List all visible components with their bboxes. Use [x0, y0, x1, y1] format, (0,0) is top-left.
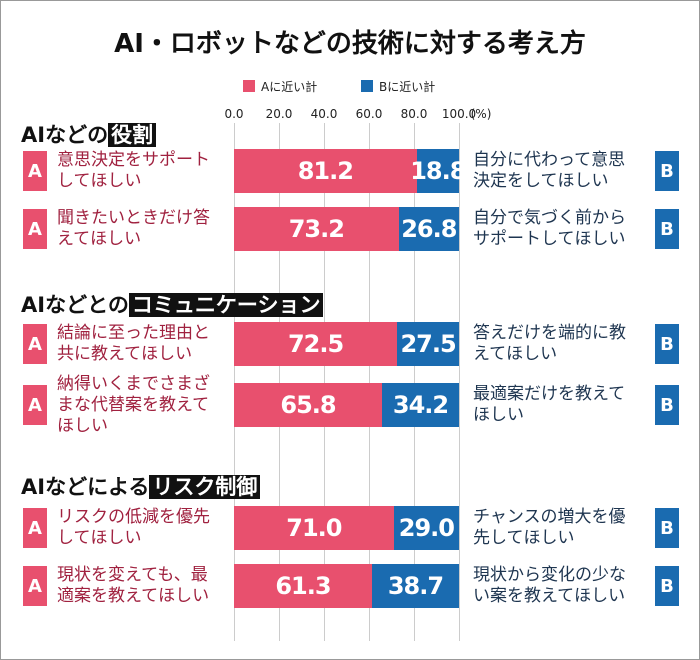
a-label: 現状を変えても、最適案を教えてほしい [57, 565, 210, 606]
group-heading: AIなどによる リスク制御 [21, 471, 261, 501]
badge-b: B [655, 209, 679, 249]
b-label: 最適案だけを教えてほしい [473, 384, 626, 425]
value-label: 65.8 [280, 391, 336, 419]
x-tick-label: 100.0 [441, 107, 477, 121]
value-label: 73.2 [288, 215, 345, 243]
bar-segment: 34.2 [382, 383, 459, 427]
badge-b: B [655, 151, 679, 191]
bar-segment: 73.2 [234, 207, 399, 251]
badge-a: A [23, 324, 47, 364]
legend-label: Bに近い計 [379, 80, 436, 94]
badge-a: A [23, 151, 47, 191]
x-tick-label: 40.0 [310, 107, 338, 121]
group-heading: AIなどの 役割 [21, 119, 157, 149]
a-label: 納得いくまでさまざまな代替案を教えてほしい [57, 373, 210, 436]
bar-segment: 29.0 [393, 506, 459, 550]
chart-title: AI・ロボットなどの技術に対する考え方 [114, 29, 586, 59]
legend-swatch [243, 80, 255, 92]
a-label: リスクの低減を優先してほしい [57, 507, 210, 548]
badge-b: B [655, 566, 679, 606]
group-label: AIなどによる [21, 475, 150, 499]
grid-line [234, 123, 235, 641]
group-label: AIなどの [21, 123, 109, 147]
a-label: 結論に至った理由と共に教えてほしい [57, 323, 210, 364]
value-label: 26.8 [401, 215, 457, 243]
bar-segment: 65.8 [234, 383, 383, 427]
a-label: 聞きたいときだけ答えてほしい [57, 208, 210, 249]
value-label: 27.5 [400, 330, 456, 358]
badge-b: B [655, 385, 679, 425]
x-tick-label: 60.0 [355, 107, 383, 121]
value-label: 71.0 [286, 514, 342, 542]
b-label: 自分に代わって意思決定をしてほしい [473, 150, 626, 191]
value-label: 38.7 [387, 572, 444, 600]
bar-segment: 81.2 [234, 149, 417, 193]
a-label: 意思決定をサポートしてほしい [57, 150, 210, 191]
b-label: 自分で気づく前からサポートしてほしい [473, 208, 626, 249]
group-highlight: コミュニケーション [128, 293, 324, 317]
group-label: AIなどとの [21, 293, 129, 317]
grid-line [414, 123, 415, 641]
badge-a: A [23, 508, 47, 548]
b-label: 答えだけを端的に教えてほしい [473, 323, 626, 364]
x-tick-label: 20.0 [265, 107, 293, 121]
bar-segment: 38.7 [371, 564, 459, 608]
group-highlight: リスク制御 [149, 475, 261, 499]
b-label: チャンスの増大を優先してほしい [473, 507, 626, 548]
bar-segment: 26.8 [398, 207, 459, 251]
grid-line [279, 123, 280, 641]
grid-line [369, 123, 370, 641]
badge-a: A [23, 385, 47, 425]
bar-segment: 18.8 [410, 149, 466, 193]
bar-segment: 72.5 [234, 322, 398, 366]
value-label: 81.2 [297, 157, 354, 185]
value-label: 29.0 [398, 514, 455, 542]
bar-segment: 61.3 [234, 564, 372, 608]
grid-line [459, 123, 460, 641]
legend-swatch [361, 80, 373, 92]
badge-a: A [23, 209, 47, 249]
grid-line [324, 123, 325, 641]
badge-b: B [655, 324, 679, 364]
b-label: 現状から変化の少ない案を教えてほしい [473, 565, 626, 606]
bar-segment: 27.5 [397, 322, 459, 366]
value-label: 34.2 [392, 391, 449, 419]
value-label: 61.3 [275, 572, 331, 600]
badge-b: B [655, 508, 679, 548]
legend-label: Aに近い計 [261, 80, 318, 94]
badge-a: A [23, 566, 47, 606]
x-tick-label: 0.0 [224, 107, 244, 121]
bar-segment: 71.0 [234, 506, 394, 550]
x-tick-label: 80.0 [400, 107, 428, 121]
value-label: 18.8 [410, 157, 466, 185]
x-unit: (%) [470, 107, 492, 121]
group-heading: AIなどとの コミュニケーション [21, 289, 324, 319]
value-label: 72.5 [287, 330, 344, 358]
group-highlight: 役割 [108, 123, 157, 147]
